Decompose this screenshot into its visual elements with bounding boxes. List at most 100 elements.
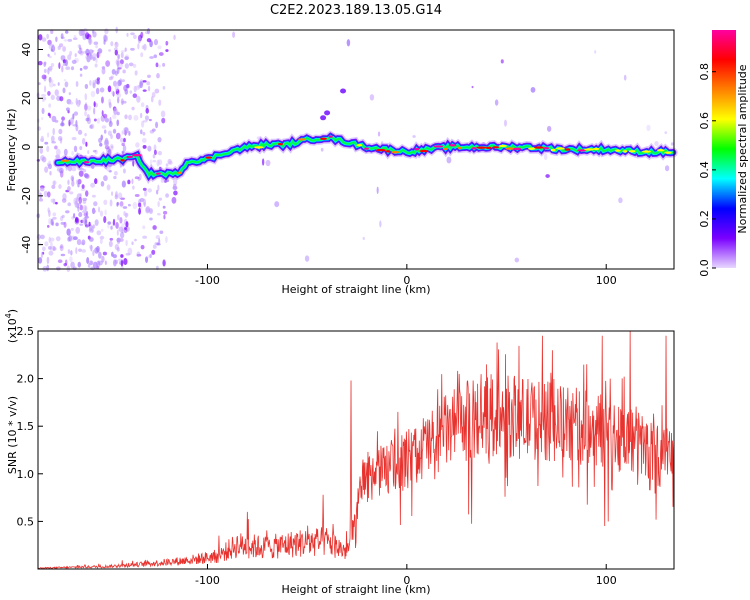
spectrogram-noise-dot: [93, 201, 98, 207]
spectrogram-noise-dot: [100, 180, 105, 187]
spectrogram-noise-dot: [131, 106, 135, 111]
figure-title: C2E2.2023.189.13.05.G14: [270, 3, 442, 18]
spectrogram-noise-dot: [93, 101, 96, 108]
spectrogram-noise-dot: [78, 212, 83, 218]
spectrogram-noise-dot: [152, 159, 157, 163]
spectrogram-noise-dot: [59, 215, 64, 222]
spectrogram-noise-dot: [61, 198, 67, 203]
spectrogram-noise-dot: [128, 114, 132, 121]
spectrogram-noise-dot: [47, 39, 52, 46]
spectrogram-noise-dot: [123, 168, 126, 174]
spectrogram-noise-dot: [67, 38, 73, 42]
spectrogram-peak-spot: [385, 150, 391, 153]
spectrogram-noise-dot: [84, 93, 88, 101]
spectrogram-noise-dot: [76, 193, 82, 200]
spectrogram-noise-dot: [103, 39, 106, 45]
spectrogram-noise-dot: [76, 197, 81, 201]
spectrogram-noise-dot: [79, 193, 82, 197]
spectrogram-noise-dot: [40, 155, 45, 161]
spectrogram-noise-dot: [51, 45, 56, 53]
spectrogram-noise-dot: [92, 209, 97, 213]
spectrogram-noise-dot: [51, 141, 56, 144]
spectrogram-peak-spot: [593, 147, 600, 151]
spectrogram-noise-dot: [70, 175, 75, 182]
spectrogram-noise-dot: [62, 193, 67, 201]
spectrogram-noise-dot: [63, 79, 67, 82]
spectrogram-noise-dot: [156, 242, 161, 246]
spectrogram-noise-dot: [53, 51, 57, 56]
spectrogram-noise-dot: [173, 177, 178, 186]
spectrogram-noise-dot: [73, 236, 78, 241]
spectrogram-noise-dot: [108, 76, 113, 81]
spectrogram-noise-dot: [157, 184, 160, 192]
spectrogram-noise-dot: [471, 85, 474, 89]
spectrogram-noise-dot: [161, 117, 166, 124]
spectrogram-noise-dot: [110, 145, 114, 149]
spectrogram-noise-dot: [92, 79, 96, 86]
spectrogram-noise-dot: [156, 73, 160, 79]
spectrogram-noise-dot: [412, 135, 416, 138]
spectrogram-noise-dot: [60, 221, 66, 225]
spectrogram-noise-dot: [154, 88, 160, 94]
spectrogram-noise-dot: [88, 38, 92, 46]
spectrogram-noise-dot: [89, 79, 92, 86]
spectrogram-noise-dot: [594, 50, 597, 54]
spectrogram-noise-dot: [84, 103, 88, 111]
spectrogram-noise-dot: [131, 178, 134, 185]
spectrogram-noise-dot: [149, 217, 153, 221]
spectrogram-noise-dot: [134, 238, 137, 242]
spectrogram-noise-dot: [129, 90, 133, 94]
spectrogram-noise-dot: [135, 142, 140, 148]
spectrogram-noise-dot: [108, 49, 111, 52]
spectrogram-noise-dot: [112, 114, 117, 120]
spectrogram-noise-dot: [94, 178, 98, 185]
spectrogram-noise-dot: [49, 171, 52, 176]
spectrogram-noise-dot: [142, 235, 148, 239]
colorbar-gradient: [712, 30, 736, 268]
spectrogram-noise-dot: [128, 130, 131, 136]
spectrogram-peak-spot: [457, 146, 463, 150]
spectrogram-noise-dot: [65, 66, 71, 71]
spectrogram-noise-dot: [142, 89, 147, 92]
spectrogram-noise-dot: [162, 62, 166, 67]
spectrogram-noise-dot: [106, 184, 111, 191]
spectrogram-y-tick-label: -40: [20, 236, 33, 254]
spectrogram-noise-dot: [110, 225, 113, 230]
spectrogram-noise-dot: [112, 128, 117, 134]
spectrogram-noise-dot: [40, 251, 43, 259]
spectrogram-peak-spot: [550, 148, 556, 152]
spectrogram-noise-dot: [120, 137, 124, 143]
spectrogram-noise-dot: [85, 32, 90, 40]
spectrogram-noise-dot: [96, 117, 101, 124]
spectrogram-noise-dot: [670, 142, 674, 146]
spectrogram-panel: -100 0 100 -40 -20 0 20 40 Height of straight …: [5, 26, 678, 296]
spectrogram-noise-dot: [130, 32, 135, 36]
spectrogram-peak-spot: [485, 146, 492, 150]
spectrogram-noise-dot: [75, 81, 79, 87]
spectrogram-noise-dot: [543, 153, 548, 161]
spectrogram-noise-dot: [122, 206, 128, 209]
spectrogram-noise-dot: [143, 190, 148, 197]
spectrogram-noise-dot: [84, 219, 88, 227]
spectrogram-noise-dot: [47, 224, 50, 228]
spectrogram-noise-dot: [39, 147, 44, 154]
spectrogram-noise-dot: [84, 110, 88, 117]
spectrogram-noise-dot: [127, 179, 131, 185]
spectrogram-noise-dot: [137, 202, 142, 208]
spectrogram-noise-dot: [73, 145, 78, 153]
spectrogram-peak-spot: [414, 147, 420, 151]
spectrogram-noise-dot: [104, 145, 110, 150]
spectrogram-noise-dot: [132, 185, 135, 190]
spectrogram-noise-dot: [69, 191, 74, 195]
spectrogram-noise-dot: [99, 235, 105, 240]
spectrogram-peak-spot: [356, 144, 363, 147]
spectrogram-noise-dot: [77, 44, 81, 49]
spectrogram-noise-dot: [138, 207, 142, 215]
spectrogram-noise-dot: [71, 176, 74, 182]
spectrogram-noise-dot: [95, 44, 98, 49]
spectrogram-noise-dot: [120, 50, 125, 53]
spectrogram-noise-dot: [500, 59, 504, 64]
spectrogram-noise-dot: [125, 239, 128, 247]
spectrogram-noise-dot: [112, 259, 117, 267]
spectrogram-noise-dot: [88, 221, 91, 227]
